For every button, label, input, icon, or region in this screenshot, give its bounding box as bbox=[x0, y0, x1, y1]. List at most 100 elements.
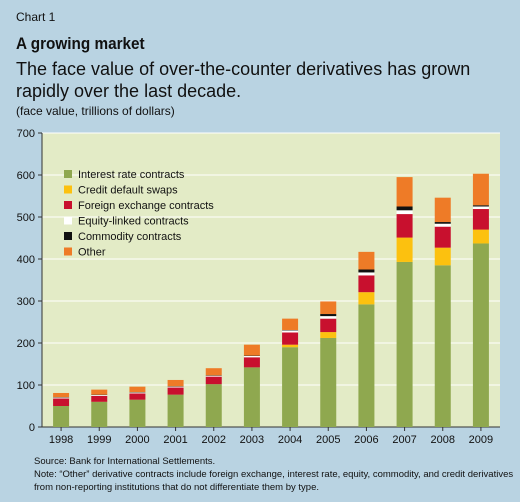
x-tick-label: 2005 bbox=[316, 434, 340, 446]
bar-segment bbox=[129, 399, 146, 427]
bar-segment bbox=[129, 393, 146, 400]
bar-segment bbox=[472, 206, 489, 210]
note-line: Note: “Other” derivative contracts inclu… bbox=[34, 469, 514, 493]
bar-segment bbox=[434, 226, 451, 248]
bar-segment bbox=[358, 269, 375, 273]
legend-label: Foreign exchange contracts bbox=[78, 200, 214, 212]
legend-swatch bbox=[64, 216, 72, 225]
bar-segment bbox=[320, 332, 337, 338]
bar-segment bbox=[91, 401, 108, 427]
y-tick-label: 300 bbox=[17, 296, 35, 308]
x-tick-label: 2000 bbox=[125, 434, 149, 446]
bar-segment bbox=[320, 314, 337, 317]
bar-segment bbox=[53, 397, 70, 399]
bar-segment bbox=[167, 386, 184, 388]
y-tick-label: 700 bbox=[17, 128, 35, 140]
bar-segment bbox=[243, 357, 260, 368]
bar-segment bbox=[320, 337, 337, 427]
bar-segment bbox=[53, 406, 70, 427]
bar-segment bbox=[472, 205, 489, 207]
legend-label: Other bbox=[78, 247, 106, 259]
x-tick-label: 2006 bbox=[354, 434, 378, 446]
bar-segment bbox=[129, 392, 146, 394]
bar-segment bbox=[282, 332, 299, 345]
bar-segment bbox=[205, 376, 222, 385]
chart-subtitle: The face value of over-the-counter deriv… bbox=[16, 59, 471, 101]
bar-segment bbox=[167, 387, 184, 395]
bar-segment bbox=[320, 316, 337, 319]
y-tick-label: 400 bbox=[17, 254, 35, 266]
bar-segment bbox=[396, 214, 413, 238]
bar-segment bbox=[434, 223, 451, 227]
bar-segment bbox=[205, 384, 222, 427]
y-tick-label: 0 bbox=[29, 422, 35, 434]
bar-segment bbox=[91, 395, 108, 402]
bar-segment bbox=[358, 251, 375, 270]
legend-label: Credit default swaps bbox=[78, 185, 178, 197]
bar-segment bbox=[358, 275, 375, 293]
bar-segment bbox=[243, 367, 260, 427]
bar-segment bbox=[472, 229, 489, 244]
bar-segment bbox=[53, 398, 70, 406]
bar-segment bbox=[396, 261, 413, 427]
x-tick-label: 1998 bbox=[49, 434, 73, 446]
legend-swatch bbox=[64, 232, 72, 240]
bar-segment bbox=[434, 265, 451, 427]
source-line: Source: Bank for International Settlemen… bbox=[34, 456, 216, 467]
bar-segment bbox=[434, 197, 451, 223]
bar-segment bbox=[167, 394, 184, 427]
bar-segment bbox=[243, 344, 260, 356]
x-tick-label: 2001 bbox=[163, 434, 187, 446]
y-tick-label: 600 bbox=[17, 170, 35, 182]
bar-segment bbox=[472, 173, 489, 206]
source-notes: Source: Bank for International Settlemen… bbox=[34, 455, 514, 494]
y-tick-label: 100 bbox=[17, 380, 35, 392]
bar-segment bbox=[396, 206, 413, 211]
x-tick-label: 2007 bbox=[392, 434, 416, 446]
legend-swatch bbox=[64, 247, 72, 256]
legend-swatch bbox=[64, 170, 72, 178]
bar-segment bbox=[320, 318, 337, 333]
bar-segment bbox=[282, 318, 299, 330]
bar-segment bbox=[320, 301, 337, 315]
bar-segment bbox=[358, 292, 375, 305]
bar-segment bbox=[282, 330, 299, 333]
bar-segment bbox=[91, 389, 108, 395]
x-tick-label: 2002 bbox=[202, 434, 226, 446]
bar-segment bbox=[282, 344, 299, 348]
legend-label: Equity-linked contracts bbox=[78, 216, 189, 228]
bar-segment bbox=[129, 386, 146, 393]
legend-swatch bbox=[64, 185, 72, 194]
x-tick-label: 2009 bbox=[469, 434, 493, 446]
stacked-bar-chart: 0 100 200 300 400 500 600 700 1998 1999 2000 2001 20… bbox=[17, 128, 500, 446]
unit-label: (face value, trillions of dollars) bbox=[16, 104, 175, 118]
bar-segment bbox=[358, 272, 375, 276]
bar-segment bbox=[434, 222, 451, 224]
bar-segment bbox=[243, 356, 260, 358]
bar-segment bbox=[472, 209, 489, 230]
x-tick-label: 2008 bbox=[431, 434, 455, 446]
x-tick-label: 1999 bbox=[87, 434, 111, 446]
chart-title: A growing market bbox=[16, 34, 145, 53]
x-tick-label: 2003 bbox=[240, 434, 264, 446]
bar-segment bbox=[53, 392, 70, 398]
bar-segment bbox=[282, 347, 299, 427]
bar-segment bbox=[396, 177, 413, 207]
chart-number: Chart 1 bbox=[16, 10, 56, 24]
bar-segment bbox=[434, 247, 451, 266]
bar-segment bbox=[358, 304, 375, 427]
legend-label: Interest rate contracts bbox=[78, 169, 185, 181]
x-tick-label: 2004 bbox=[278, 434, 302, 446]
legend-label: Commodity contracts bbox=[78, 231, 182, 243]
y-tick-label: 500 bbox=[17, 212, 35, 224]
bar-segment bbox=[472, 243, 489, 427]
bar-segment bbox=[205, 375, 222, 377]
y-tick-label: 200 bbox=[17, 338, 35, 350]
bar-segment bbox=[396, 210, 413, 215]
bar-segment bbox=[91, 395, 108, 396]
bar-segment bbox=[167, 379, 184, 387]
legend-swatch bbox=[64, 201, 72, 209]
bar-segment bbox=[205, 368, 222, 376]
bar-segment bbox=[396, 237, 413, 262]
plot-area bbox=[42, 133, 500, 427]
